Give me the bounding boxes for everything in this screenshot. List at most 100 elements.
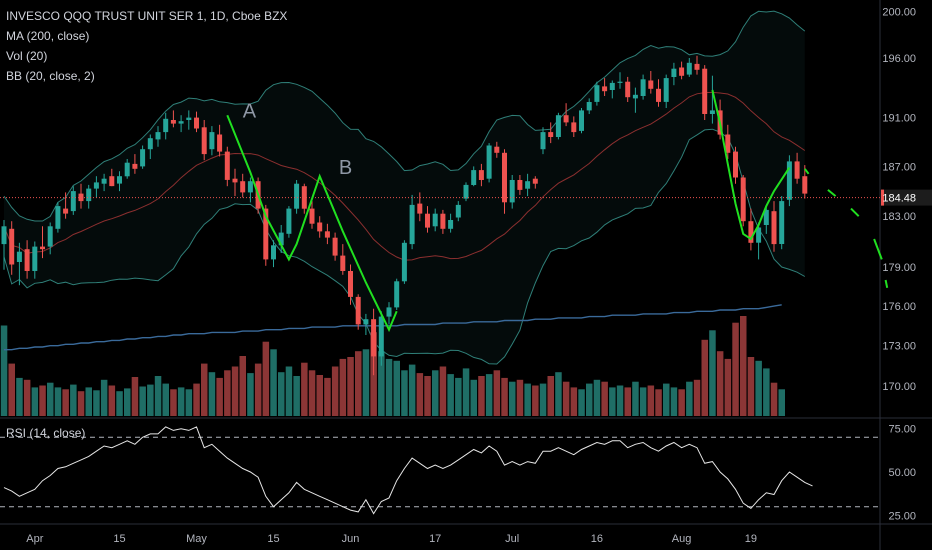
volume-bar [601,381,608,416]
volume-bar [316,375,323,416]
volume-bar [570,387,578,416]
time-tick-label: Jul [505,533,519,545]
bb-legend: BB (20, close, 2) [6,69,95,83]
volume-bar [324,377,331,416]
candle [602,78,608,96]
candle [93,176,99,198]
volume-bar [16,377,23,416]
candle [671,62,677,86]
price-tick-label: 200.00 [882,7,916,19]
time-tick-label: 15 [267,533,279,545]
candle-body [63,208,69,214]
price-tick-label: 187.00 [882,161,916,173]
candle [686,58,692,77]
candle-body [517,180,523,190]
candle [217,124,223,157]
candle [748,208,754,251]
candle [24,240,30,279]
candle [525,173,531,197]
volume-bar [586,383,593,416]
candle [617,72,623,89]
candle-body [702,68,708,114]
candle-body [694,63,700,70]
candle-body [86,188,92,202]
candle-body [432,213,438,227]
candle-body [201,127,207,155]
candle-body [209,132,215,150]
candle-body [448,220,454,229]
volume-bar [578,389,585,416]
volume-bar [39,385,46,416]
candle [694,55,700,75]
candle-body [671,68,677,77]
candle [733,146,738,184]
candle-body [656,88,661,102]
candle [55,202,61,233]
bb-lower-line [3,128,806,365]
candle-body [455,204,461,218]
volume-bar [416,373,424,416]
candle [47,222,53,255]
candle-body [648,80,654,89]
candle-body [709,110,715,114]
candle-body [178,121,184,124]
volume-bar [663,383,670,416]
volume-bar [193,383,200,416]
volume-bar [285,366,293,416]
volume-bar [408,364,416,416]
candle [32,241,38,279]
volume-bar [655,389,662,416]
candle [271,240,276,268]
volume-bar [262,341,270,416]
ma200-line [4,304,782,351]
volume-bar [424,376,431,416]
candle [1,220,7,270]
candle-body [509,180,515,203]
candle [109,168,115,187]
bb-upper-line [3,10,806,222]
volume-bar [670,387,678,416]
candle-body [194,117,199,129]
candle [563,103,569,127]
projection-dash [827,189,837,197]
volume-bar [293,376,300,416]
volume-bar [331,366,339,416]
candle [378,311,384,366]
candle [579,108,584,134]
volume-bar [455,377,462,416]
price-tick-label: 173.00 [882,341,916,353]
price-tick-label: 176.00 [882,301,916,313]
volume-bar [8,363,15,416]
candle [679,61,685,80]
candle [232,168,238,197]
candle-body [640,79,646,96]
volume-bar [216,377,223,416]
wave-drawing-recent [711,89,791,241]
candle [625,76,631,102]
candle-body [378,316,384,357]
candle-body [502,152,507,203]
volume-bar [254,363,262,416]
volume-bar [593,379,601,416]
volume-bar [439,366,447,416]
candle-body [355,296,361,325]
candle [163,112,169,140]
volume-bar [755,360,762,416]
candle [425,206,430,233]
last-price-badge [881,189,932,206]
candle-body [471,170,477,185]
wave-label-a: A [243,101,257,123]
volume-bar [54,387,62,416]
volume-bar [539,383,547,416]
candle-body [748,221,754,243]
candle-body [124,162,130,177]
price-tick-label: 179.00 [882,262,916,274]
candle [240,173,246,198]
volume-bar [347,357,354,416]
volume-bar [147,384,154,416]
candle [663,74,669,108]
ma-legend: MA (200, close) [6,29,90,43]
candle [432,208,438,232]
candle-body [47,226,53,247]
